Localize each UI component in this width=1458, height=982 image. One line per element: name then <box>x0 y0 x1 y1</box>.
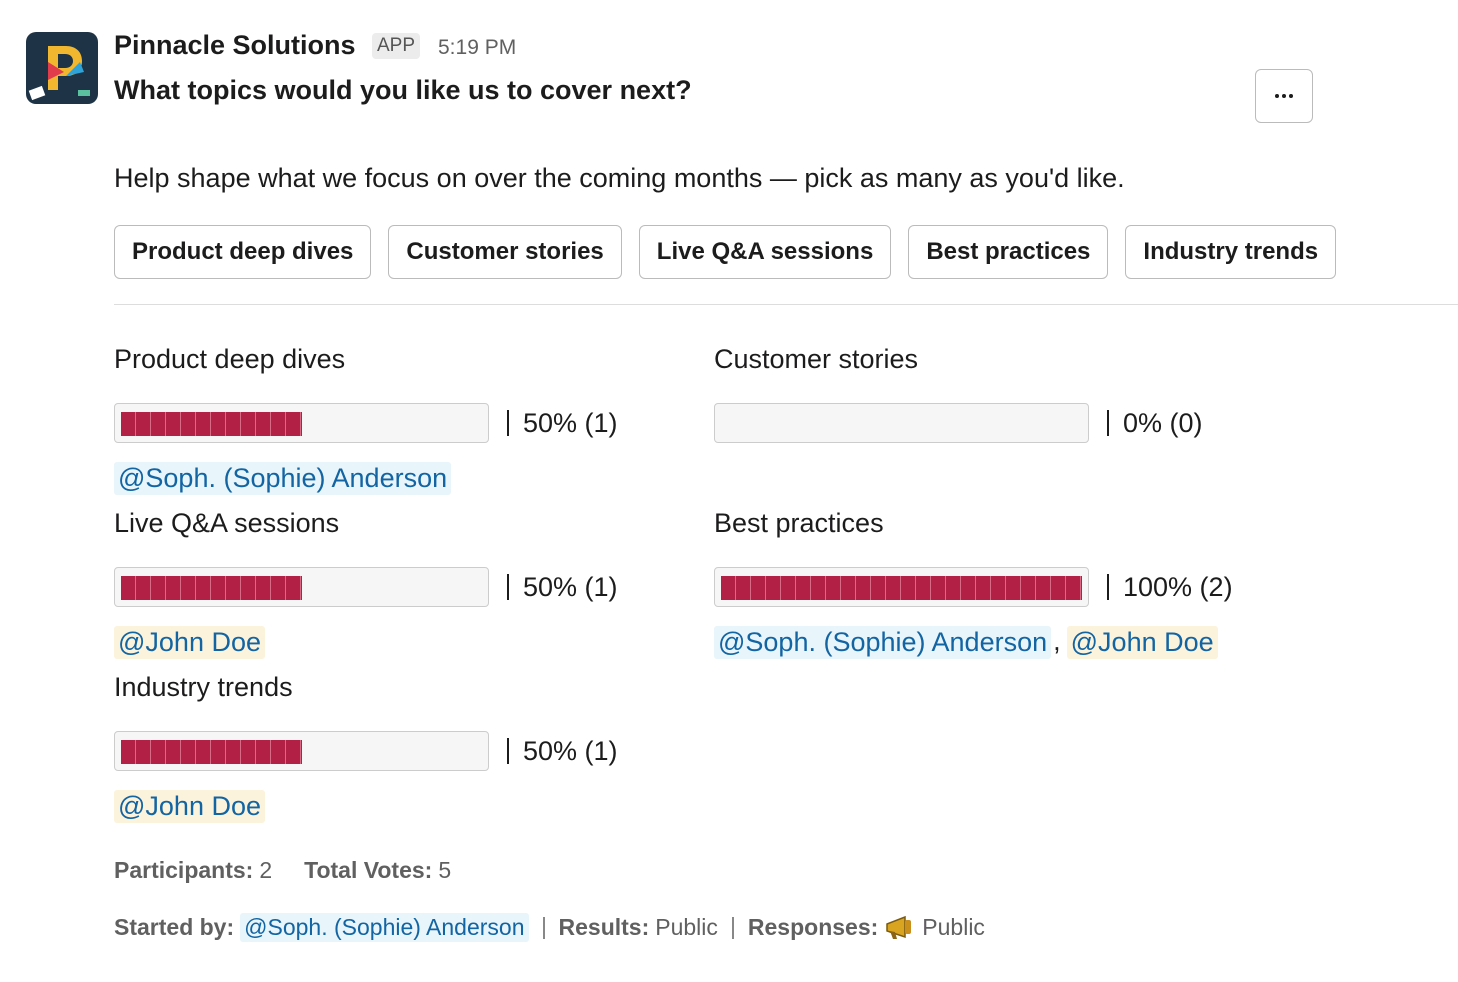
result-text: 50% (1) <box>507 410 618 437</box>
result-text: 50% (1) <box>507 574 618 601</box>
progress-bar <box>114 731 489 771</box>
voters: @Soph. (Sophie) Anderson, @John Doe <box>714 626 1314 659</box>
sender-name[interactable]: Pinnacle Solutions <box>114 30 356 60</box>
progress-bar <box>114 567 489 607</box>
option-button[interactable]: Live Q&A sessions <box>638 225 892 279</box>
stat: Total Votes: 5 <box>304 857 451 884</box>
mention[interactable]: @Soph. (Sophie) Anderson <box>714 626 1052 659</box>
result-text: 100% (2) <box>1107 574 1233 601</box>
progress-fill <box>721 576 1082 600</box>
voters: @John Doe <box>114 790 714 823</box>
voters: @John Doe <box>114 626 714 659</box>
results-grid: Product deep dives 50% (1) @Soph. (Sophie)… <box>114 344 1314 836</box>
result-row: 50% (1) <box>114 566 714 608</box>
option-label: Live Q&A sessions <box>114 508 340 538</box>
separator <box>731 916 734 939</box>
option-label: Product deep dives <box>114 344 346 374</box>
timestamp[interactable]: 5:19 PM <box>438 36 517 59</box>
progress-fill <box>121 576 302 600</box>
progress-bar <box>714 567 1089 607</box>
result-row: 100% (2) <box>714 566 1314 608</box>
responses-label: Responses: <box>747 914 879 940</box>
option-result: Best practices 100% (2) @Soph. (Sophie) An… <box>714 508 1314 672</box>
result-text: 50% (1) <box>507 738 618 765</box>
mention[interactable]: @John Doe <box>1066 626 1218 659</box>
mention[interactable]: @John Doe <box>114 790 265 823</box>
results-label: Results: <box>558 914 650 940</box>
voter-separator: , <box>1053 626 1061 656</box>
stat: Participants: 2 <box>114 857 272 884</box>
question: What topics would you like us to cover n… <box>114 75 692 105</box>
started-label: Started by: <box>114 914 235 940</box>
result-row: 0% (0) <box>714 402 1314 444</box>
option-button[interactable]: Product deep dives <box>114 225 372 279</box>
responses-value: Public <box>922 914 985 940</box>
result-text: 0% (0) <box>1107 410 1203 437</box>
option-result: Customer stories 0% (0) <box>714 344 1314 508</box>
app-badge: APP <box>372 33 421 59</box>
option-label: Industry trends <box>114 672 293 702</box>
megaphone-icon <box>886 915 912 939</box>
separator <box>542 916 545 939</box>
app-avatar <box>26 32 98 104</box>
description: Help shape what we focus on over the com… <box>114 163 1125 193</box>
option-label: Best practices <box>714 508 884 538</box>
more-actions-button[interactable] <box>1255 69 1313 123</box>
stat-value: 2 <box>259 857 273 883</box>
result-row: 50% (1) <box>114 402 714 444</box>
divider <box>114 304 1458 305</box>
stat-label: Participants: <box>114 857 254 883</box>
mention[interactable]: @John Doe <box>114 626 265 659</box>
result-row: 50% (1) <box>114 730 714 772</box>
option-result: Product deep dives 50% (1) @Soph. (Sophie)… <box>114 344 714 508</box>
option-result: Industry trends 50% (1) @John Doe <box>114 672 714 836</box>
option-result: Live Q&A sessions 50% (1) @John Doe <box>114 508 714 672</box>
results-value: Public <box>655 914 718 940</box>
stat-label: Total Votes: <box>304 857 433 883</box>
option-button[interactable]: Industry trends <box>1125 225 1337 279</box>
option-button[interactable]: Best practices <box>908 225 1109 279</box>
mention[interactable]: @Soph. (Sophie) Anderson <box>240 913 529 942</box>
progress-fill <box>121 412 302 436</box>
voters: @Soph. (Sophie) Anderson <box>114 462 714 495</box>
vote-buttons: Product deep dives Customer stories Live Q… <box>114 225 1337 279</box>
progress-bar <box>714 403 1089 443</box>
stat-value: 5 <box>438 857 452 883</box>
progress-bar <box>114 403 489 443</box>
progress-fill <box>121 740 302 764</box>
stats: Participants: 2 Total Votes: 5 <box>114 857 451 884</box>
option-button[interactable]: Customer stories <box>388 225 622 279</box>
footer: Started by: @Soph. (Sophie) Anderson Res… <box>114 913 985 942</box>
mention[interactable]: @Soph. (Sophie) Anderson <box>114 462 452 495</box>
option-label: Customer stories <box>714 344 919 374</box>
